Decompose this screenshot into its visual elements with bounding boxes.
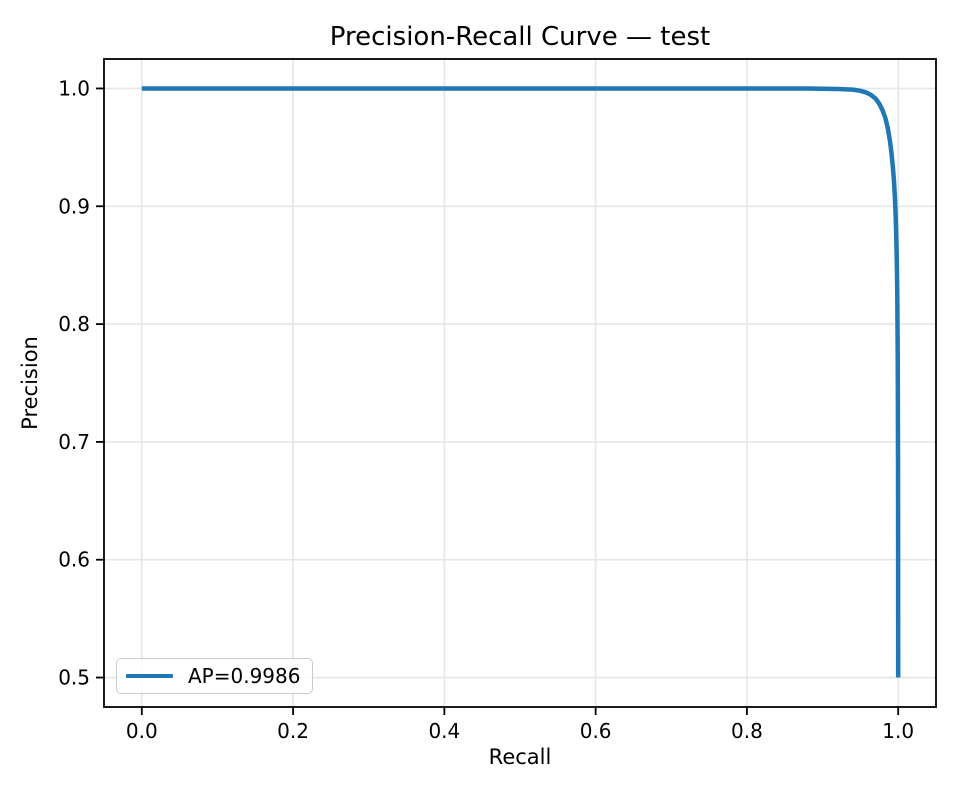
legend: AP=0.9986 — [116, 658, 314, 694]
x-tick-label: 0.8 — [731, 719, 763, 743]
y-tick-label: 0.7 — [58, 430, 90, 454]
legend-label: AP=0.9986 — [188, 664, 301, 688]
x-tick-label: 0.2 — [277, 719, 309, 743]
x-tick-label: 0.6 — [580, 719, 612, 743]
y-tick-label: 0.5 — [58, 666, 90, 690]
axes-spines — [103, 58, 937, 708]
x-axis-ticks: 0.0 0.2 0.4 0.6 0.8 1.0 — [126, 707, 914, 743]
y-axis-label: Precision — [18, 336, 42, 430]
x-tick-label: 0.4 — [428, 719, 460, 743]
x-axis-label: Recall — [488, 745, 552, 769]
x-tick-label: 1.0 — [882, 719, 914, 743]
pr-curve-line — [141, 86, 901, 678]
y-tick-label: 1.0 — [58, 76, 90, 100]
y-tick-label: 0.8 — [58, 312, 90, 336]
y-tick-label: 0.9 — [58, 194, 90, 218]
grid-lines — [104, 59, 936, 707]
y-tick-label: 0.6 — [58, 548, 90, 572]
legend-line-swatch — [126, 673, 173, 679]
chart-title: Precision-Recall Curve — test — [329, 22, 711, 52]
y-axis-ticks: 0.5 0.6 0.7 0.8 0.9 1.0 — [58, 76, 104, 690]
x-tick-label: 0.0 — [126, 719, 158, 743]
